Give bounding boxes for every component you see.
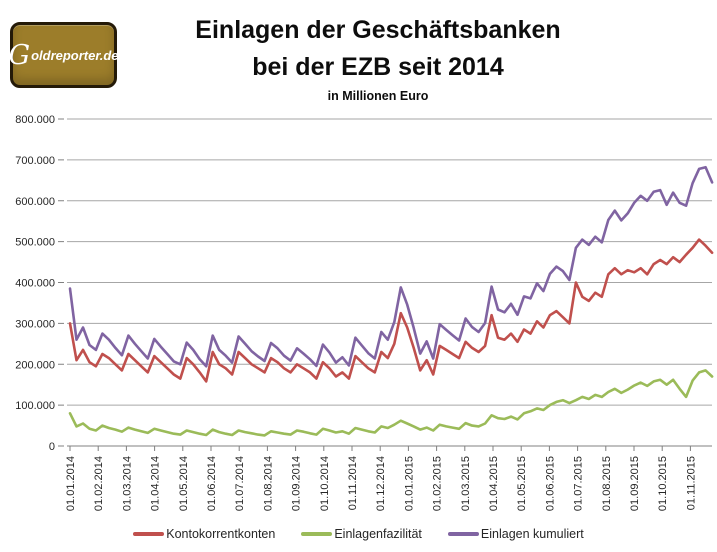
series-line-einlagenfazilit-t: [68, 369, 714, 437]
x-axis-label: 01.06.2014: [206, 456, 218, 511]
x-axis-label: 01.06.2015: [544, 456, 556, 511]
logo-initial: G: [8, 39, 31, 71]
x-axis-label: 01.02.2015: [432, 456, 444, 511]
x-axis-label: 01.03.2015: [460, 456, 472, 511]
legend-item-einlagenfazilit-t: Einlagenfazilität: [301, 527, 422, 541]
y-axis-label: 600.000: [15, 196, 55, 208]
x-axis-label: 01.05.2015: [516, 456, 528, 511]
goldreporter-logo-text: Goldreporter.de: [9, 42, 119, 69]
chart-title-line2: bei der EZB seit 2014: [252, 53, 504, 81]
logo-rest: oldreporter.de: [31, 47, 119, 63]
title-block: Einlagen der Geschäftsbanken bei der EZB…: [128, 12, 628, 103]
legend-label: Kontokorrentkonten: [166, 527, 276, 541]
y-axis-label: 500.000: [15, 237, 55, 249]
x-axis-label: 01.04.2014: [150, 456, 162, 511]
y-axis-label: 100.000: [15, 400, 55, 412]
x-axis-label: 01.09.2014: [291, 456, 303, 511]
y-axis-label: 400.000: [15, 278, 55, 290]
y-axis-label: 300.000: [15, 318, 55, 330]
x-axis-label: 01.01.2015: [403, 456, 415, 511]
y-axis-label: 0: [49, 441, 55, 453]
x-axis-label: 01.09.2015: [629, 456, 641, 511]
x-axis-label: 01.04.2015: [488, 456, 500, 511]
x-axis-label: 01.11.2014: [347, 456, 359, 510]
chart-subtitle: in Millionen Euro: [327, 89, 429, 103]
x-axis-label: 01.02.2014: [93, 456, 105, 511]
x-axis-label: 01.03.2014: [121, 456, 133, 511]
legend-item-einlagen-kumuliert: Einlagen kumuliert: [447, 527, 584, 541]
legend-line-swatch: [447, 532, 479, 536]
x-axis-label: 01.08.2014: [262, 456, 274, 511]
series-line-kontokorrentkonten: [68, 238, 714, 383]
x-axis-label: 01.05.2014: [178, 456, 190, 511]
legend-item-kontokorrentkonten: Kontokorrentkonten: [133, 527, 275, 541]
x-axis-label: 01.01.2014: [65, 456, 77, 511]
series-line-einlagen-kumuliert: [68, 165, 714, 368]
x-axis-label: 01.07.2014: [234, 456, 246, 511]
legend-label: Einlagenfazilität: [334, 527, 422, 541]
x-axis-label: 01.07.2015: [573, 456, 585, 511]
legend-line-swatch: [133, 532, 165, 536]
x-axis-label: 01.10.2014: [319, 456, 331, 511]
x-axis-label: 01.12.2014: [375, 456, 387, 511]
legend-label: Einlagen kumuliert: [480, 527, 584, 541]
chart-legend: Kontokorrentkonten Einlagenfazilität Einla…: [0, 527, 717, 541]
goldreporter-logo: Goldreporter.de: [9, 22, 119, 88]
y-axis-label: 800.000: [15, 114, 55, 126]
legend-line-swatch: [301, 532, 333, 536]
x-axis-label: 01.11.2015: [685, 456, 697, 510]
x-axis-label: 01.10.2015: [657, 456, 669, 511]
x-axis-label: 01.08.2015: [601, 456, 613, 511]
chart-title-line1: Einlagen der Geschäftsbanken: [195, 16, 561, 44]
y-axis-label: 700.000: [15, 155, 55, 167]
y-axis-label: 200.000: [15, 359, 55, 371]
